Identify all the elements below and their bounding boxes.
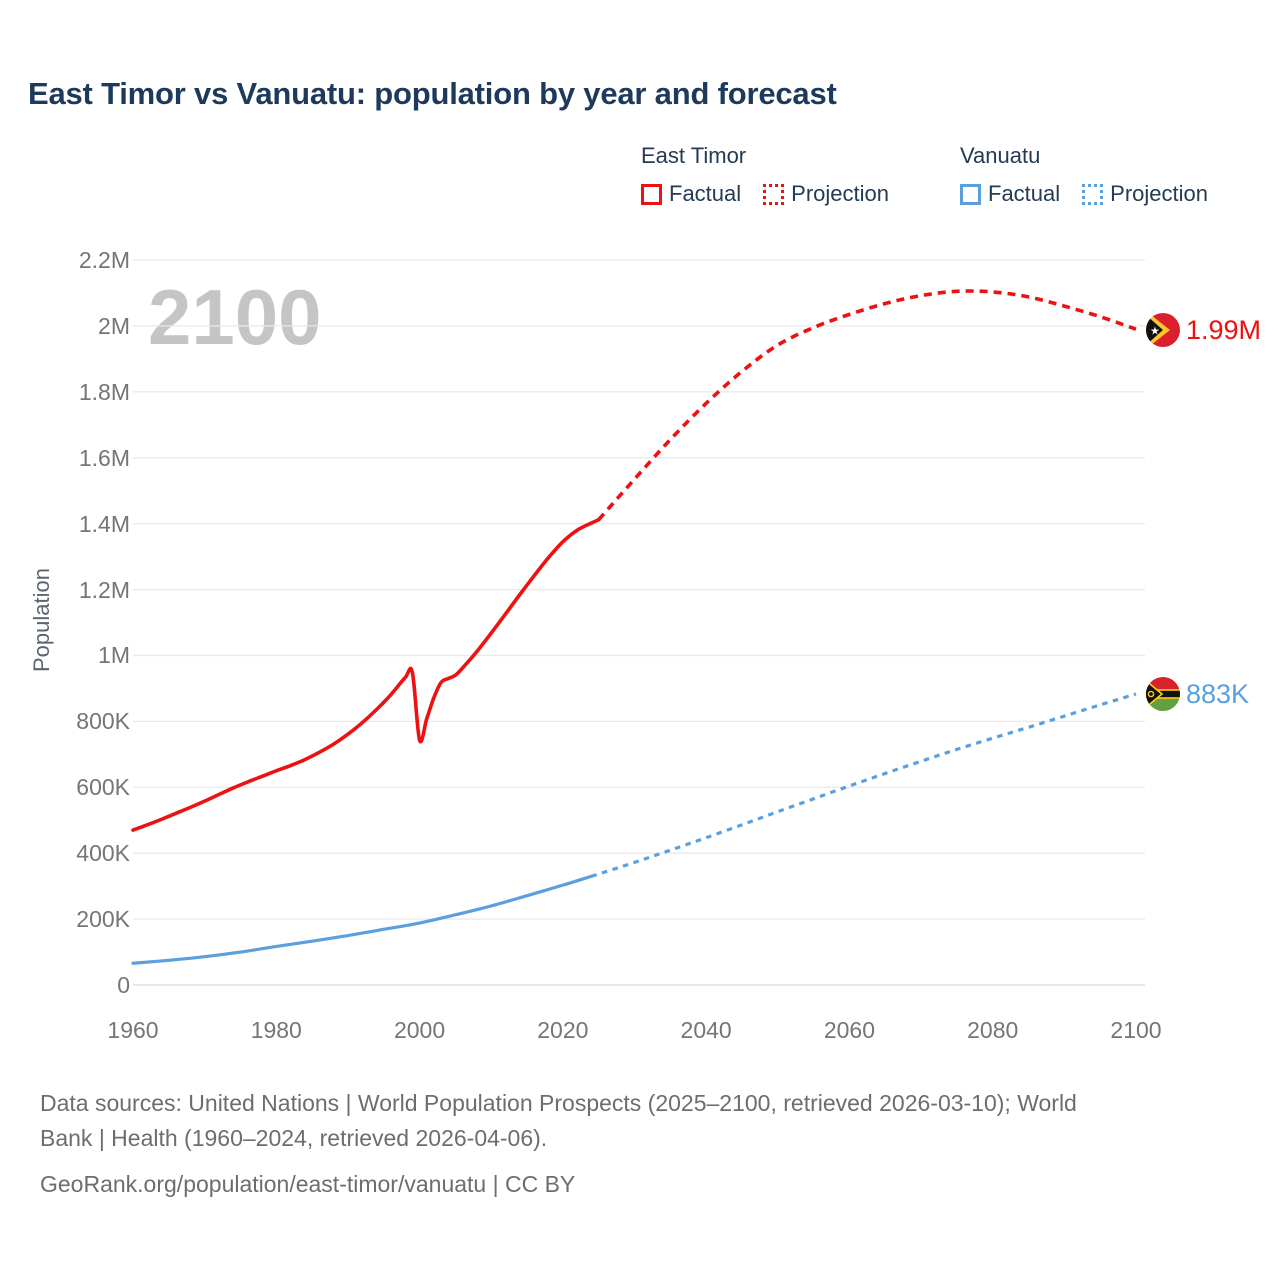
x-tick-label: 2000 <box>393 1017 446 1043</box>
y-tick-label: 1.2M <box>78 576 130 603</box>
y-tick-label: 400K <box>76 840 130 867</box>
x-tick-label: 2060 <box>823 1017 875 1043</box>
x-tick-label: 2040 <box>680 1017 732 1043</box>
y-tick-label: 2.2M <box>78 247 130 273</box>
legend-country-label: East Timor <box>641 143 747 168</box>
year-watermark: 2100 <box>148 273 322 361</box>
y-tick-label: 600K <box>76 774 130 801</box>
vanuatu-end-value: 883K <box>1186 679 1250 709</box>
y-tick-label: 1.6M <box>78 444 130 471</box>
footer-line: Bank | Health (1960–2024, retrieved 2026… <box>40 1125 548 1151</box>
series-vanuatu-factual <box>131 874 594 965</box>
y-tick-label: 0 <box>117 972 130 998</box>
footer-line: Data sources: United Nations | World Pop… <box>40 1090 1077 1116</box>
y-axis-title: Population <box>29 568 54 672</box>
vanuatu-end-label: 883K <box>1146 677 1249 711</box>
legend-group-east-timor: East Timor Factual Projection <box>641 143 889 207</box>
x-tick-label: 2020 <box>537 1017 589 1043</box>
vanuatu-projection-swatch-icon <box>1082 183 1104 205</box>
series-vanuatu-projection <box>591 692 1137 878</box>
legend: East Timor Factual Projection Vanuatu Fa… <box>0 143 1280 223</box>
y-tick-label: 1M <box>98 642 130 669</box>
x-tick-label: 2100 <box>1110 1017 1162 1043</box>
legend-factual-label: Factual <box>988 181 1061 206</box>
data-sources-footer: Data sources: United Nations | World Pop… <box>40 1086 1250 1202</box>
series-east-timor-factual <box>131 517 601 832</box>
x-tick-label: 1980 <box>250 1017 302 1043</box>
y-tick-label: 1.4M <box>78 510 130 537</box>
x-tick-label: 1960 <box>107 1017 159 1043</box>
legend-projection-label: Projection <box>791 181 889 206</box>
y-tick-label: 2M <box>98 312 130 339</box>
footer-credit-line: GeoRank.org/population/east-timor/vanuat… <box>40 1171 576 1197</box>
legend-projection-label: Projection <box>1110 181 1208 206</box>
y-tick-label: 200K <box>76 906 130 933</box>
legend-country-label: Vanuatu <box>960 143 1041 168</box>
page-title: East Timor vs Vanuatu: population by yea… <box>28 76 837 111</box>
vanuatu-flag-icon <box>1146 677 1180 711</box>
svg-text:★: ★ <box>1150 326 1160 338</box>
y-tick-label: 1.8M <box>78 378 130 405</box>
x-tick-label: 2080 <box>967 1017 1019 1043</box>
y-tick-label: 800K <box>76 708 130 735</box>
east-timor-flag-icon: ★ <box>1146 313 1180 347</box>
east-timor-projection-swatch-icon <box>763 183 785 205</box>
east-timor-factual-swatch-icon <box>641 183 662 205</box>
east-timor-end-value: 1.99M <box>1186 315 1262 345</box>
legend-factual-label: Factual <box>669 181 742 206</box>
legend-group-vanuatu: Vanuatu Factual Projection <box>960 143 1208 207</box>
east-timor-end-label: ★ 1.99M <box>1146 313 1261 347</box>
vanuatu-factual-swatch-icon <box>960 183 981 205</box>
series-east-timor-projection <box>597 289 1137 521</box>
